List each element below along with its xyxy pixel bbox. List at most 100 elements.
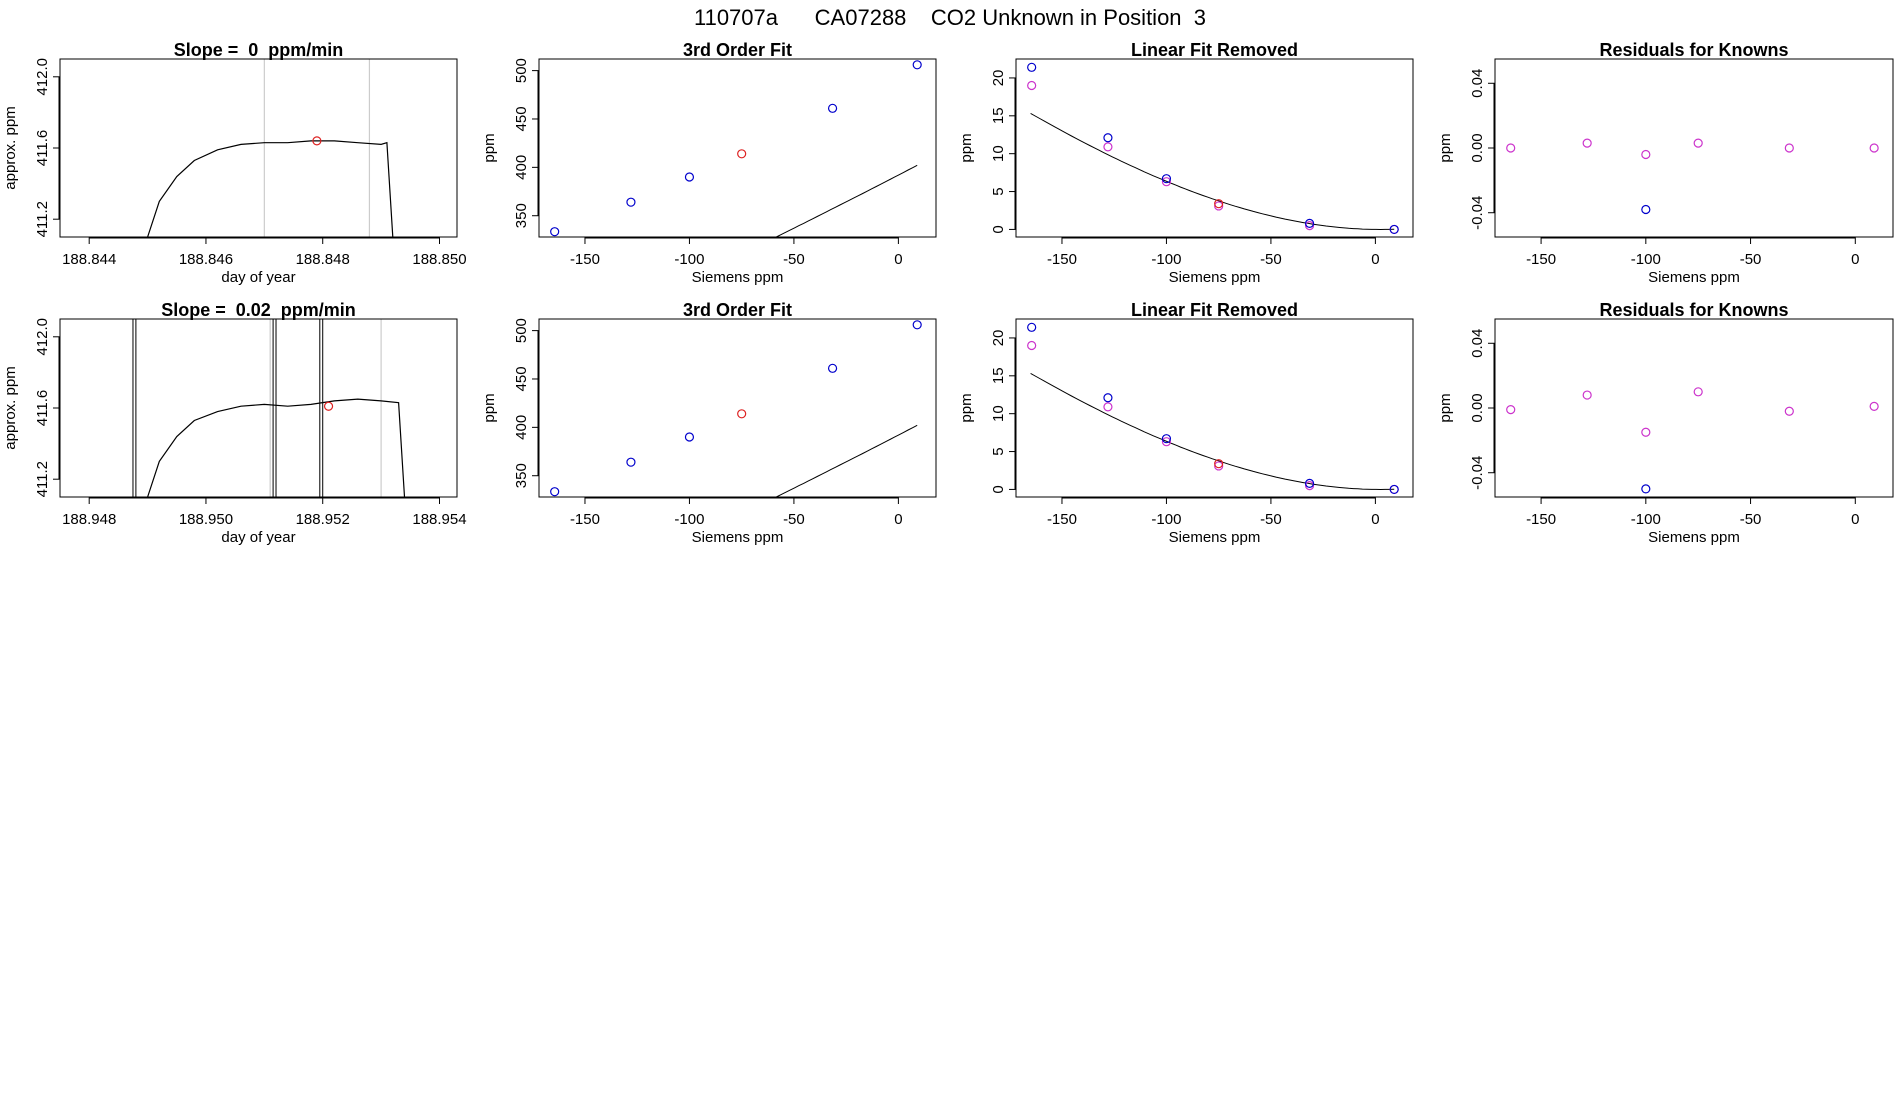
known-point	[912, 320, 922, 330]
known-point	[684, 432, 695, 442]
x-tick-label: 0	[894, 251, 902, 268]
y-tick-label: 10	[990, 145, 1007, 162]
known-raw-point	[1027, 340, 1037, 351]
known-raw-point	[1693, 387, 1703, 397]
plot-frame	[538, 318, 937, 498]
y-axis-label: ppm	[1437, 393, 1454, 422]
x-tick-label: 0	[1851, 511, 1859, 528]
panel-title: Residuals for Knowns	[1599, 300, 1788, 320]
x-tick-label: -50	[1740, 511, 1762, 528]
plot-area	[550, 320, 922, 497]
known-point	[1389, 484, 1399, 495]
y-tick-label: 0.04	[1469, 329, 1486, 358]
panel-title: Linear Fit Removed	[1131, 40, 1298, 60]
known-raw-point	[1693, 138, 1703, 148]
x-axis-label: Siemens ppm	[1648, 269, 1740, 286]
x-tick-label: -100	[1631, 251, 1661, 268]
x-tick-label: 188.850	[412, 251, 466, 268]
x-tick-label: 0	[1851, 251, 1859, 268]
unknown-marker	[323, 401, 334, 411]
y-tick-label: 0.00	[1469, 393, 1486, 422]
x-tick-label: -150	[570, 251, 600, 268]
x-axis-label: Siemens ppm	[692, 529, 784, 546]
y-tick-label: 20	[990, 70, 1007, 87]
x-tick-label: 0	[894, 511, 902, 528]
known-point	[1304, 478, 1315, 488]
unknown-point	[1214, 459, 1224, 469]
unknown-point	[737, 409, 747, 419]
x-tick-label: -150	[1047, 251, 1077, 268]
x-tick-label: -50	[783, 511, 805, 528]
plot-frame	[1015, 58, 1414, 238]
known-point	[684, 172, 695, 182]
known-raw-point	[1027, 80, 1037, 91]
y-tick-label: 450	[513, 106, 530, 131]
y-tick-label: -0.04	[1469, 456, 1486, 490]
known-point	[1027, 322, 1037, 332]
x-tick-label: -150	[570, 511, 600, 528]
x-tick-label: -100	[1631, 511, 1661, 528]
x-tick-label: -150	[1526, 251, 1556, 268]
plot-frame	[538, 58, 937, 238]
known-raw-point	[1304, 221, 1315, 231]
x-tick-label: -50	[783, 251, 805, 268]
y-axis-label: ppm	[481, 393, 498, 422]
known-raw-point	[1304, 481, 1315, 491]
panel-2-2: 3rd Order Fit -150 -100 -50 0 Siemens ppm 350 4…	[481, 300, 937, 546]
panel-2-4: Residuals for Knowns -150 -100 -50 0 Siemens …	[1437, 300, 1894, 546]
x-tick-label: -100	[674, 511, 704, 528]
y-tick-label: 350	[513, 463, 530, 488]
known-point	[550, 227, 560, 237]
known-raw-point	[1582, 390, 1592, 400]
y-tick-label: 5	[990, 447, 1007, 455]
plot-area	[1506, 138, 1879, 215]
y-tick-label: 400	[513, 155, 530, 180]
panels: Slope = 0 ppm/min 188.844 188.846 188.848 18…	[2, 40, 1894, 546]
plot-frame	[1494, 318, 1894, 498]
known-point	[912, 60, 922, 70]
page-title: 110707a CA07288 CO2 Unknown in Position …	[694, 5, 1206, 30]
x-tick-label: -50	[1260, 511, 1282, 528]
x-tick-label: -100	[674, 251, 704, 268]
y-axis-label: ppm	[481, 133, 498, 162]
known-raw-point	[1214, 201, 1224, 211]
x-axis-label: day of year	[221, 529, 295, 546]
known-point	[827, 103, 838, 113]
y-tick-label: 5	[990, 187, 1007, 195]
plot-frame	[1015, 318, 1414, 498]
y-tick-label: 10	[990, 405, 1007, 422]
x-axis-label: Siemens ppm	[1169, 529, 1261, 546]
plot-area	[1027, 62, 1399, 235]
y-tick-label: 411.6	[34, 390, 51, 426]
x-tick-label: -150	[1047, 511, 1077, 528]
known-point	[1027, 62, 1037, 72]
y-tick-label: 411.6	[34, 130, 51, 166]
known-raw-point	[1103, 142, 1113, 152]
x-tick-label: 0	[1371, 251, 1379, 268]
plot-area	[1027, 322, 1399, 495]
known-point	[626, 197, 636, 207]
known-raw-point	[1506, 143, 1516, 153]
x-tick-label: -50	[1260, 251, 1282, 268]
y-tick-label: 412.0	[34, 318, 51, 356]
known-point	[1641, 484, 1651, 494]
y-axis-label: approx. ppm	[2, 366, 19, 449]
panel-title: 3rd Order Fit	[683, 300, 792, 320]
x-tick-label: 188.952	[296, 511, 350, 528]
x-axis-label: day of year	[221, 269, 295, 286]
y-tick-label: 411.2	[34, 461, 51, 497]
x-tick-label: -100	[1151, 251, 1181, 268]
y-tick-label: -0.04	[1469, 196, 1486, 230]
plot-area	[550, 60, 922, 237]
plot-area	[132, 319, 406, 497]
known-raw-point	[1641, 149, 1651, 160]
plot-frame	[59, 58, 458, 238]
panel-1-3: Linear Fit Removed -150 -100 -50 0 Siemens pp…	[958, 40, 1414, 286]
x-tick-label: -50	[1740, 251, 1762, 268]
x-axis-label: Siemens ppm	[1648, 529, 1740, 546]
known-raw-point	[1784, 143, 1794, 153]
plot-area	[147, 59, 394, 237]
known-raw-point	[1641, 427, 1651, 437]
